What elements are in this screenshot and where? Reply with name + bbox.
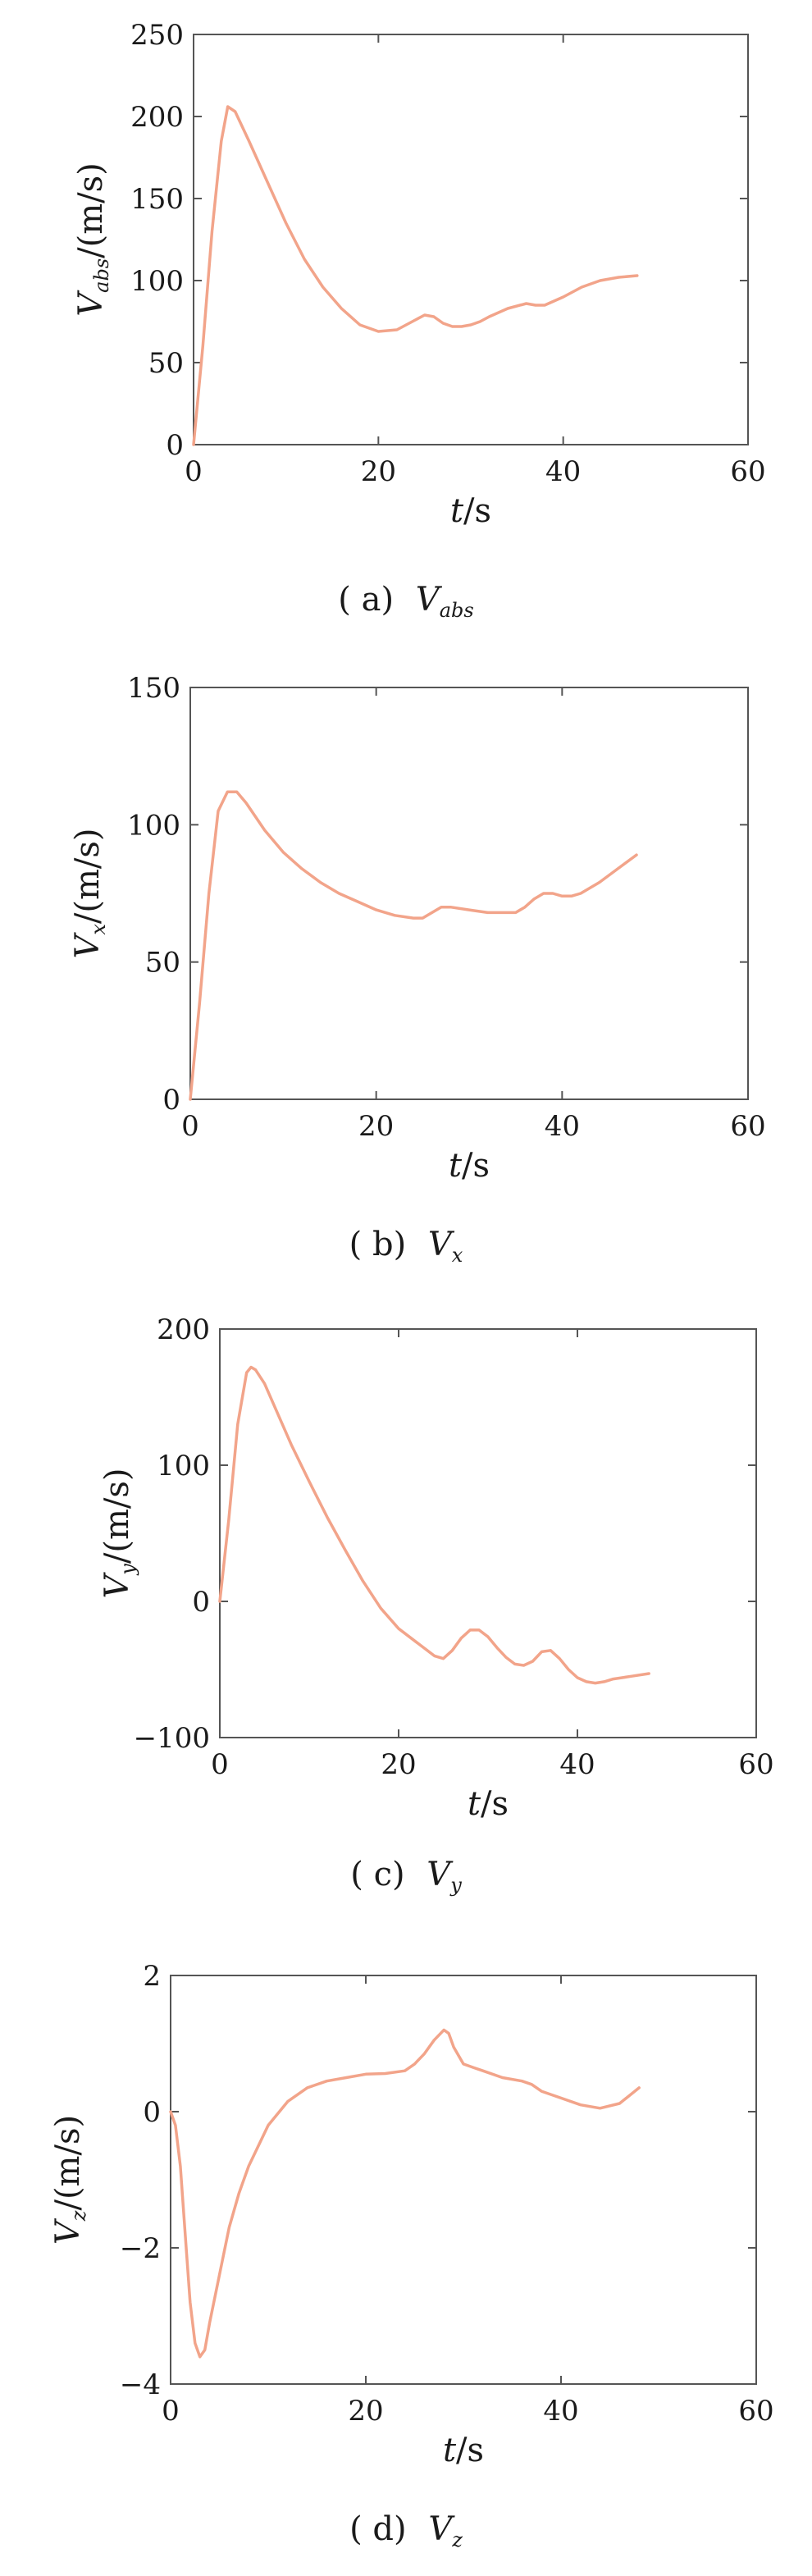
series-line-c [218, 1365, 650, 1685]
chart_data-2-caption-sub: y [449, 1874, 462, 1897]
chart_data-0-xlabel-unit: /s [463, 492, 491, 530]
x-axis-label: t/s [450, 492, 491, 530]
x-axis-label: t/s [449, 1147, 490, 1185]
chart_data-2-ylabel-sub: y [116, 1564, 139, 1576]
chart_data-0-ylabel-sub: abs [90, 258, 113, 293]
chart_data-2-xlabel-unit: /s [481, 1785, 509, 1823]
chart_data-2-ylabel-var: V [98, 1572, 136, 1599]
chart_data-0-caption-label: ( a) [338, 581, 394, 619]
y-axis-label: Vz/(m/s) [49, 2115, 90, 2245]
caption-b: ( b) Vx [349, 1226, 463, 1267]
x-tick-label: 40 [545, 455, 581, 488]
series-line-d [169, 2028, 641, 2359]
y-tick-label: 0 [143, 2096, 161, 2129]
x-tick-label: 40 [545, 1110, 580, 1143]
x-tick-label: 0 [211, 1748, 229, 1781]
y-tick-label: 0 [162, 1084, 180, 1117]
caption-space [417, 1856, 427, 1893]
y-tick-label: 100 [130, 265, 184, 298]
chart_data-1-caption-var: V [428, 1226, 455, 1263]
chart_data-2-caption-label: ( c) [350, 1856, 404, 1893]
chart_data-3-xlabel-unit: /s [456, 2432, 484, 2469]
caption-a: ( a) Vabs [338, 581, 473, 622]
x-tick-label: 0 [185, 455, 203, 488]
y-tick-label: 50 [145, 947, 180, 980]
chart_data-2-caption-var: V [427, 1856, 454, 1893]
x-tick-label: 40 [543, 2395, 578, 2428]
x-tick-label: 60 [738, 2395, 773, 2428]
chart_data-1-ylabel-var: V [69, 932, 107, 959]
caption-c: ( c) Vy [350, 1856, 462, 1897]
y-tick-label: −2 [120, 2232, 161, 2265]
chart_data-2-xlabel-var: t [468, 1785, 481, 1823]
chart_data-1-ylabel-sub: x [87, 924, 110, 935]
caption-d: ( d) Vz [349, 2510, 463, 2551]
x-tick-label: 0 [162, 2395, 180, 2428]
y-axis-label: Vx/(m/s) [69, 828, 110, 958]
y-tick-label: −100 [134, 1722, 210, 1755]
chart_data-1-caption-sub: x [452, 1244, 463, 1267]
chart_data-1-ylabel-unit: /(m/s) [69, 828, 107, 924]
y-tick-label: 150 [130, 183, 184, 216]
y-tick-label: 0 [192, 1586, 210, 1619]
chart_data-0-caption-var: V [416, 581, 443, 619]
chart_data-3-xlabel-var: t [443, 2432, 457, 2469]
chart_data-1-xlabel-unit: /s [462, 1147, 490, 1185]
y-tick-label: 50 [148, 347, 184, 380]
caption-space [418, 2510, 429, 2548]
y-tick-label: 250 [130, 19, 184, 52]
chart_data-1-xlabel-var: t [449, 1147, 463, 1185]
x-axis-label: t/s [443, 2432, 484, 2469]
y-axis-label: Vabs/(m/s) [72, 162, 113, 317]
plot-frame [170, 1975, 757, 2385]
caption-space [417, 1226, 428, 1263]
chart_data-2-ylabel-unit: /(m/s) [98, 1468, 136, 1564]
x-axis-label: t/s [468, 1785, 509, 1823]
chart_data-0-caption-sub: abs [440, 599, 474, 622]
series-line-b [189, 790, 638, 1101]
y-axis-label: Vy/(m/s) [98, 1468, 139, 1598]
chart_data-3-ylabel-unit: /(m/s) [49, 2115, 87, 2211]
x-tick-label: 20 [348, 2395, 383, 2428]
chart_data-0-ylabel-unit: /(m/s) [72, 162, 110, 258]
x-tick-label: 40 [559, 1748, 595, 1781]
chart_data-3-caption-sub: z [451, 2528, 463, 2551]
chart_data-3-caption-label: ( d) [349, 2510, 407, 2548]
chart_data-1-caption-label: ( b) [349, 1226, 407, 1263]
chart_data-3-caption-var: V [428, 2510, 455, 2548]
y-tick-label: −4 [120, 2368, 161, 2401]
y-tick-label: 150 [127, 672, 180, 705]
y-tick-label: 200 [157, 1313, 210, 1346]
chart_data-0-ylabel-var: V [72, 290, 110, 317]
x-tick-label: 20 [361, 455, 396, 488]
x-tick-label: 60 [730, 1110, 765, 1143]
x-tick-label: 20 [381, 1748, 416, 1781]
plot-frame [189, 687, 749, 1100]
plot-frame [193, 34, 749, 445]
x-tick-label: 60 [730, 455, 765, 488]
x-tick-label: 0 [181, 1110, 199, 1143]
y-tick-label: 2 [143, 1960, 161, 1993]
y-tick-label: 200 [130, 101, 184, 134]
chart_data-3-ylabel-sub: z [67, 2210, 90, 2222]
y-tick-label: 100 [157, 1450, 210, 1482]
series-line-a [192, 105, 639, 446]
chart_data-0-xlabel-var: t [450, 492, 464, 530]
y-tick-label: 100 [127, 809, 180, 842]
chart_data-3-ylabel-var: V [49, 2217, 87, 2245]
caption-space [405, 581, 416, 619]
x-tick-label: 60 [738, 1748, 773, 1781]
y-tick-label: 0 [166, 429, 184, 462]
plot-frame [219, 1328, 757, 1738]
x-tick-label: 20 [358, 1110, 394, 1143]
